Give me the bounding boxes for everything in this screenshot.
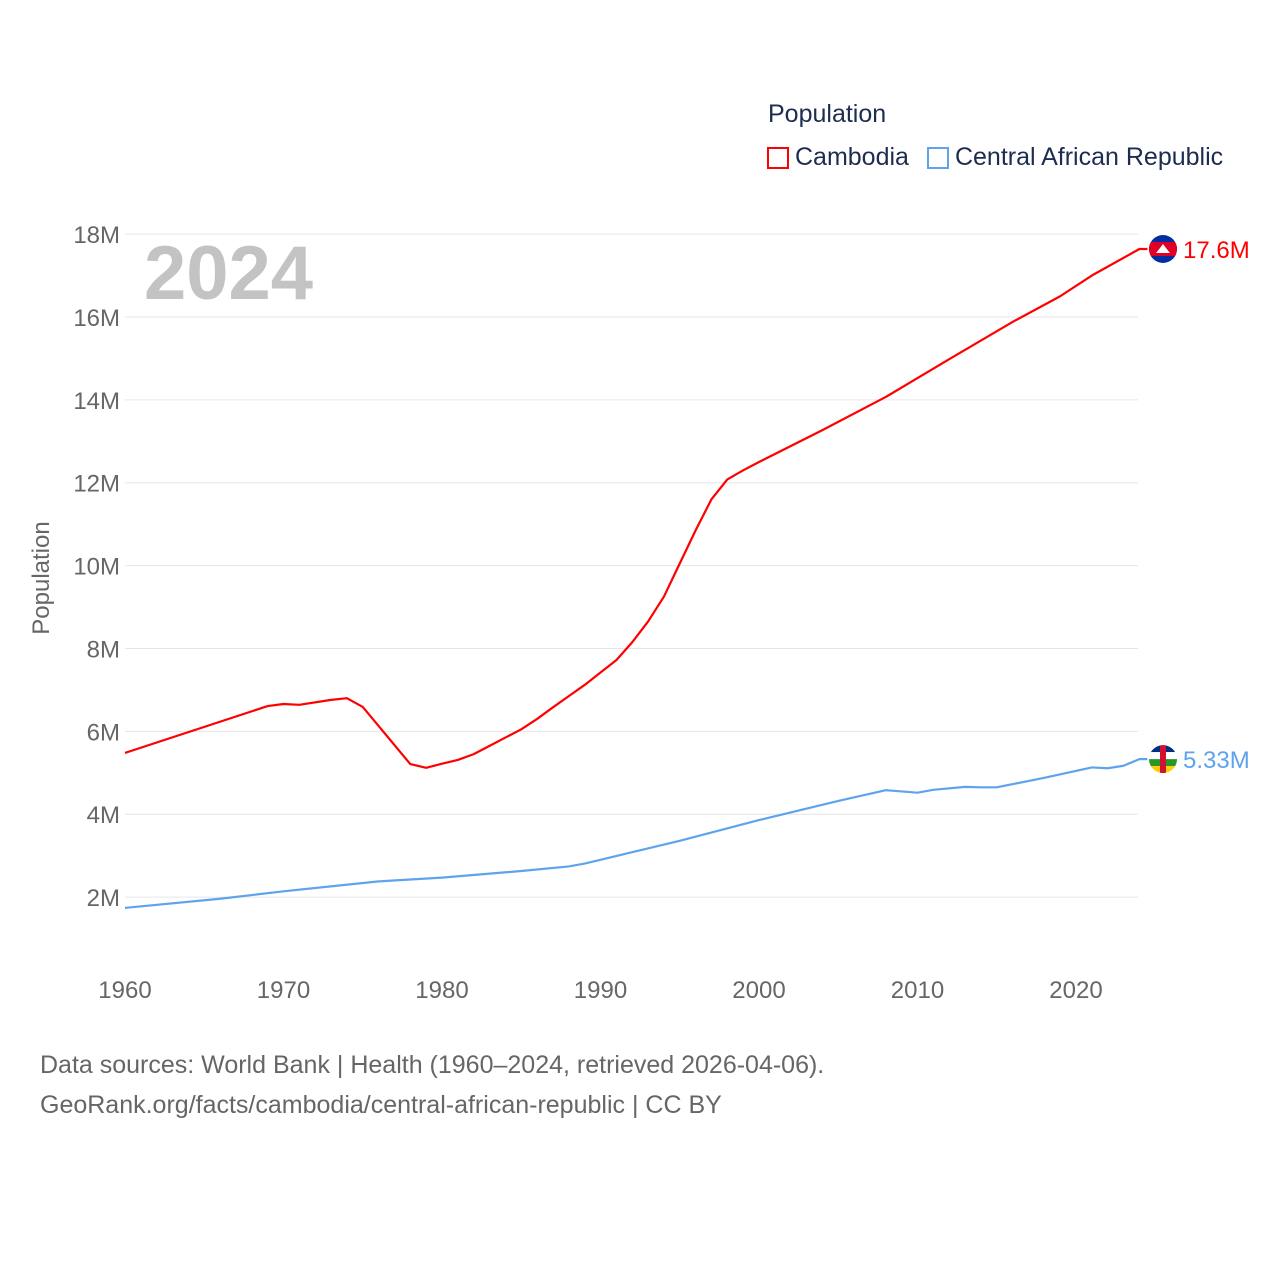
x-tick-label: 1960 (98, 977, 151, 1004)
y-tick-label: 16M (73, 305, 120, 332)
legend-label: Central African Republic (954, 143, 1224, 171)
legend-label: Cambodia (795, 143, 909, 171)
legend-title: Population (768, 100, 887, 128)
current-year-label: 2024 (144, 231, 314, 316)
legend-swatch (767, 146, 789, 169)
legend-item-cambodia[interactable]: Cambodia (767, 143, 909, 172)
source-link[interactable]: GeoRank.org/facts/cambodia/central-afric… (40, 1091, 722, 1119)
y-axis-label: Population (28, 521, 55, 635)
y-tick-label: 4M (87, 802, 120, 829)
y-tick-label: 12M (73, 471, 120, 498)
y-tick-label: 10M (73, 554, 120, 581)
legend-item-central-african-republic[interactable]: Central African Republic (926, 143, 1224, 172)
y-tick-label: 6M (87, 719, 120, 746)
x-tick-label: 1990 (574, 977, 627, 1004)
x-tick-label: 2000 (732, 977, 785, 1004)
y-tick-label: 2M (87, 885, 120, 912)
y-tick-label: 18M (73, 222, 120, 249)
y-tick-label: 8M (87, 636, 120, 663)
x-tick-label: 1970 (257, 977, 310, 1004)
series-line-cambodia (124, 247, 1148, 769)
end-value-label: 5.33M (1183, 747, 1250, 774)
central-african-republic-flag-icon (1149, 745, 1177, 774)
series-line-central-african-republic (124, 758, 1148, 909)
footer: Data sources: World Bank | Health (1960–… (40, 1045, 824, 1125)
y-tick-label: 14M (73, 388, 120, 415)
end-value-label: 17.6M (1183, 237, 1250, 264)
legend-swatch (926, 146, 949, 169)
x-tick-label: 2020 (1049, 977, 1102, 1004)
x-tick-label: 1980 (415, 977, 468, 1004)
x-tick-label: 2010 (891, 977, 944, 1004)
cambodia-flag-icon (1149, 234, 1177, 263)
legend: Cambodia Central African Republic (767, 143, 1223, 172)
data-source-text: Data sources: World Bank | Health (1960–… (40, 1051, 825, 1079)
